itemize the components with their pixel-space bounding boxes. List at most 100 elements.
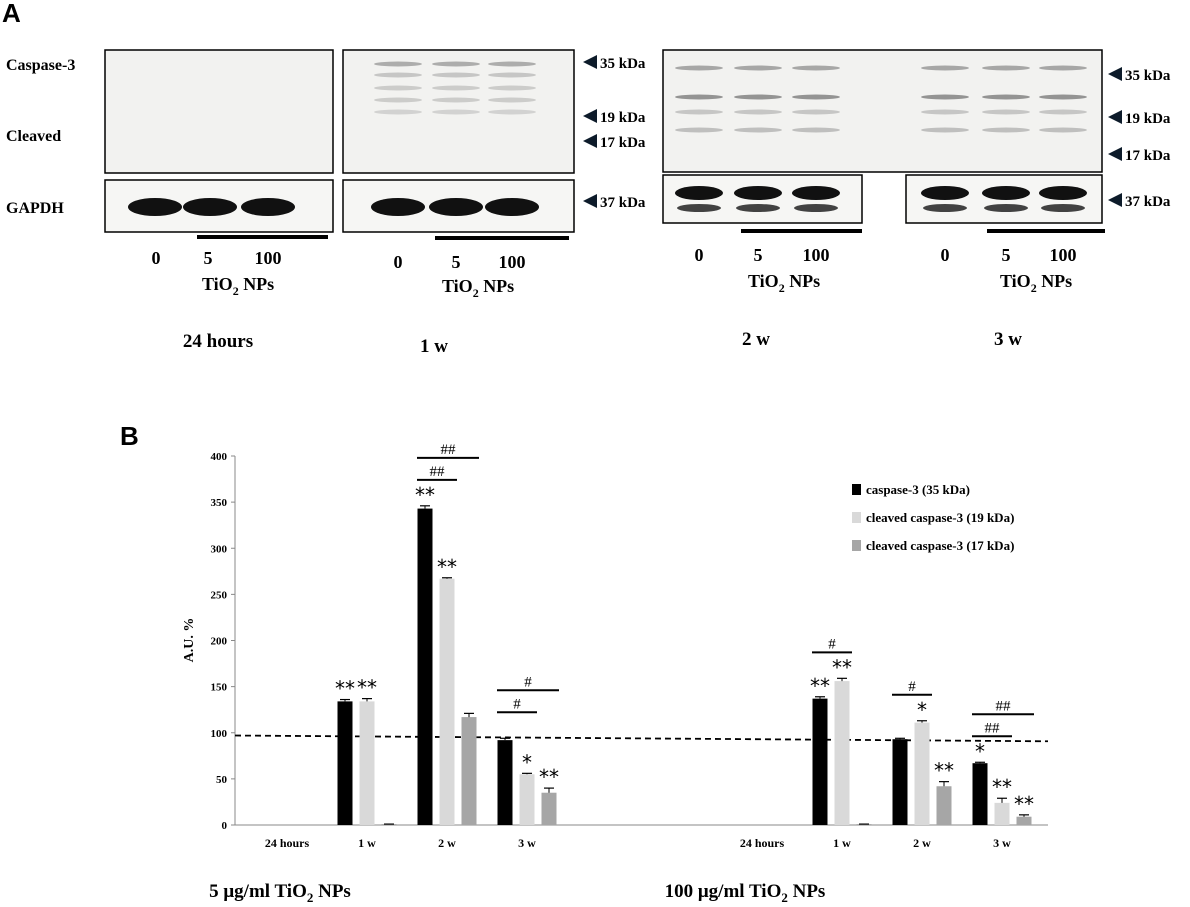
bar xyxy=(892,739,908,825)
legend-entry: cleaved caspase-3 (17 kDa) xyxy=(866,538,1014,553)
blot-band xyxy=(432,97,480,103)
blot-band xyxy=(488,61,536,67)
x-tick-label: 24 hours xyxy=(265,836,310,850)
marker-35kda-right: 35 kDa xyxy=(1125,68,1171,84)
panel-b-letter: B xyxy=(120,421,139,451)
bar xyxy=(1016,816,1032,825)
bar xyxy=(359,701,375,825)
lane-label-0: 0 xyxy=(394,252,403,272)
group-label-5: 5 μg/ml TiO2 NPs xyxy=(209,881,351,905)
blot-band xyxy=(488,72,536,78)
blot-band xyxy=(982,127,1030,133)
blot-band xyxy=(982,109,1030,115)
x-tick-label: 2 w xyxy=(913,836,931,850)
lane-labels-24h: 0 5 100 TiO2 NPs 24 hours xyxy=(152,235,328,352)
significance-marker: ** xyxy=(539,765,559,789)
marker-37kda-right: 37 kDa xyxy=(1125,194,1171,210)
blot-band xyxy=(792,109,840,115)
significance-marker: * xyxy=(522,750,532,774)
bar-chart: 0 50 100 150 200 250 300 350 400 24 hours 1 w 2 w 3 … xyxy=(211,442,1049,850)
x-tick-label: 3 w xyxy=(993,836,1011,850)
blot-band xyxy=(982,186,1030,200)
marker-arrow-icon xyxy=(1108,67,1122,81)
blot-frame xyxy=(104,49,334,174)
bar xyxy=(914,722,930,825)
row-label-gapdh: GAPDH xyxy=(6,200,64,217)
lane-label-100: 100 xyxy=(255,248,282,268)
bar xyxy=(541,792,557,825)
significance-marker: * xyxy=(975,739,985,763)
timepoint-label-24h: 24 hours xyxy=(183,331,253,352)
blot-band xyxy=(183,198,237,216)
blot-band xyxy=(374,97,422,103)
significance-marker: ** xyxy=(992,775,1012,799)
lane-label-100: 100 xyxy=(499,252,526,272)
blot-band xyxy=(675,186,723,200)
blot-band xyxy=(792,65,840,71)
blot-image xyxy=(342,49,575,174)
blot-image xyxy=(662,49,1103,173)
blot-band xyxy=(921,65,969,71)
comparison-marker: # xyxy=(524,674,532,690)
bar xyxy=(812,698,828,825)
timepoint-label-1w: 1 w xyxy=(420,336,448,357)
blot-band xyxy=(794,204,838,212)
blot-band xyxy=(429,198,483,216)
comparison-marker: ## xyxy=(441,442,457,458)
treatment-label: TiO2 NPs xyxy=(202,274,274,298)
blot-image xyxy=(662,174,863,224)
x-tick-label: 2 w xyxy=(438,836,456,850)
marker-19kda-right: 19 kDa xyxy=(1125,111,1171,127)
lane-label-5: 5 xyxy=(452,252,461,272)
blot-band xyxy=(241,198,295,216)
marker-arrow-icon xyxy=(583,55,597,69)
blot-band xyxy=(792,127,840,133)
bar xyxy=(936,786,952,825)
panel-a-letter: A xyxy=(2,0,21,28)
marker-arrow-icon xyxy=(1108,147,1122,161)
lane-label-0: 0 xyxy=(152,248,161,268)
significance-marker: * xyxy=(917,698,927,722)
bar xyxy=(417,508,433,825)
blot-band xyxy=(371,198,425,216)
lane-label-5: 5 xyxy=(754,245,763,265)
blot-band xyxy=(736,204,780,212)
blot-band xyxy=(432,109,480,115)
blot-band xyxy=(734,65,782,71)
lane-labels-1w: 0 5 100 TiO2 NPs 1 w xyxy=(394,236,569,357)
blot-band xyxy=(488,109,536,115)
blot-band xyxy=(675,109,723,115)
significance-marker: ** xyxy=(810,674,830,698)
blot-band xyxy=(374,109,422,115)
blot-band xyxy=(128,198,182,216)
marker-arrow-icon xyxy=(583,194,597,208)
comparison-marker: # xyxy=(513,696,521,712)
bar xyxy=(439,578,455,825)
comparison-marker: # xyxy=(908,679,916,695)
blot-band xyxy=(792,186,840,200)
lane-label-5: 5 xyxy=(1002,245,1011,265)
blot-band xyxy=(921,109,969,115)
y-tick-label: 150 xyxy=(211,682,228,694)
blot-band xyxy=(1039,94,1087,100)
blot-band xyxy=(485,198,539,216)
blot-band xyxy=(984,204,1028,212)
chart-legend: caspase-3 (35 kDa) cleaved caspase-3 (19 … xyxy=(852,482,1014,553)
comparison-marker: # xyxy=(828,636,836,652)
x-tick-label: 1 w xyxy=(358,836,376,850)
treatment-label: TiO2 NPs xyxy=(442,276,514,300)
y-tick-label: 350 xyxy=(211,497,228,509)
y-tick-label: 200 xyxy=(211,636,228,648)
treatment-label: TiO2 NPs xyxy=(1000,271,1072,295)
significance-marker: ** xyxy=(357,676,377,700)
marker-arrow-icon xyxy=(583,134,597,148)
blot-band xyxy=(734,186,782,200)
blot-band xyxy=(982,65,1030,71)
marker-19kda-left: 19 kDa xyxy=(600,110,646,126)
lane-label-0: 0 xyxy=(941,245,950,265)
blot-frame xyxy=(342,49,575,174)
lane-label-0: 0 xyxy=(695,245,704,265)
blot-band xyxy=(792,94,840,100)
blot-band xyxy=(675,94,723,100)
kda-markers: 35 kDa 19 kDa 17 kDa 37 kDa 35 kDa 19 kD… xyxy=(583,55,1171,211)
